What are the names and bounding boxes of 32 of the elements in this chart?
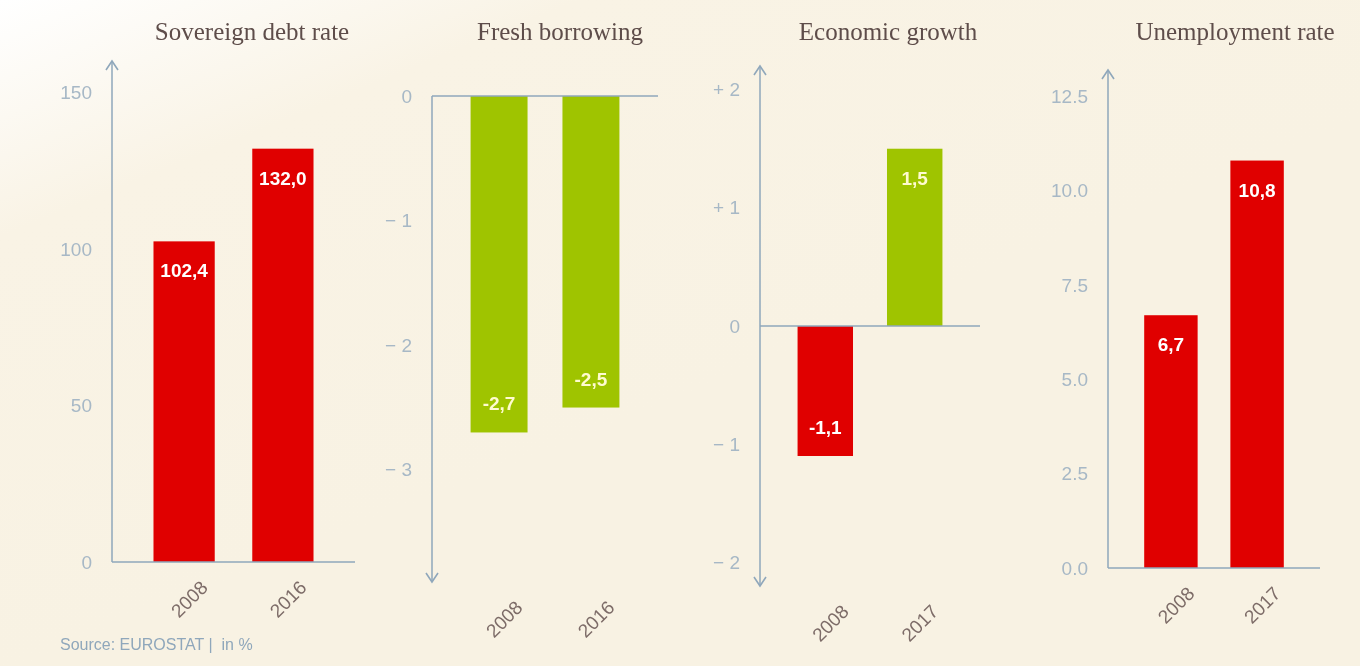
y-tick-label: 0 <box>401 85 412 107</box>
data-label: 10,8 <box>1238 179 1276 201</box>
chart-title: Fresh borrowing <box>477 18 644 45</box>
y-tick-label: − 2 <box>385 334 412 356</box>
chart-title: Economic growth <box>798 18 978 45</box>
y-tick-label: 5.0 <box>1061 369 1088 391</box>
y-tick-label: 150 <box>60 81 92 103</box>
data-label: -2,5 <box>574 368 608 390</box>
y-tick-label: 10.0 <box>1051 180 1088 202</box>
y-tick-label: + 1 <box>713 197 740 219</box>
y-tick-label: 50 <box>70 395 92 417</box>
y-tick-label: 2.5 <box>1061 463 1088 485</box>
y-tick-label: 12.5 <box>1051 86 1088 108</box>
y-tick-label: − 2 <box>713 552 740 574</box>
data-label: -1,1 <box>808 417 843 438</box>
chart-title: Sovereign debt rate <box>154 18 350 45</box>
y-tick-label: 7.5 <box>1061 274 1088 296</box>
data-label: 1,5 <box>901 167 929 189</box>
data-label: 102,4 <box>160 260 209 282</box>
y-tick-label: 100 <box>60 238 92 260</box>
y-tick-label: − 1 <box>713 433 740 455</box>
data-label: 6,7 <box>1157 334 1185 356</box>
source-note: Source: EUROSTAT | in % <box>60 636 253 653</box>
data-label: 132,0 <box>259 167 307 189</box>
y-tick-label: 0 <box>81 551 92 573</box>
y-tick-label: + 2 <box>713 79 740 101</box>
y-tick-label: − 1 <box>385 210 412 232</box>
chart-title: Unemployment rate <box>1135 18 1335 45</box>
y-tick-label: 0.0 <box>1061 557 1088 579</box>
y-tick-label: − 3 <box>385 459 412 481</box>
y-tick-label: 0 <box>729 315 740 337</box>
data-label: -2,7 <box>482 393 516 415</box>
